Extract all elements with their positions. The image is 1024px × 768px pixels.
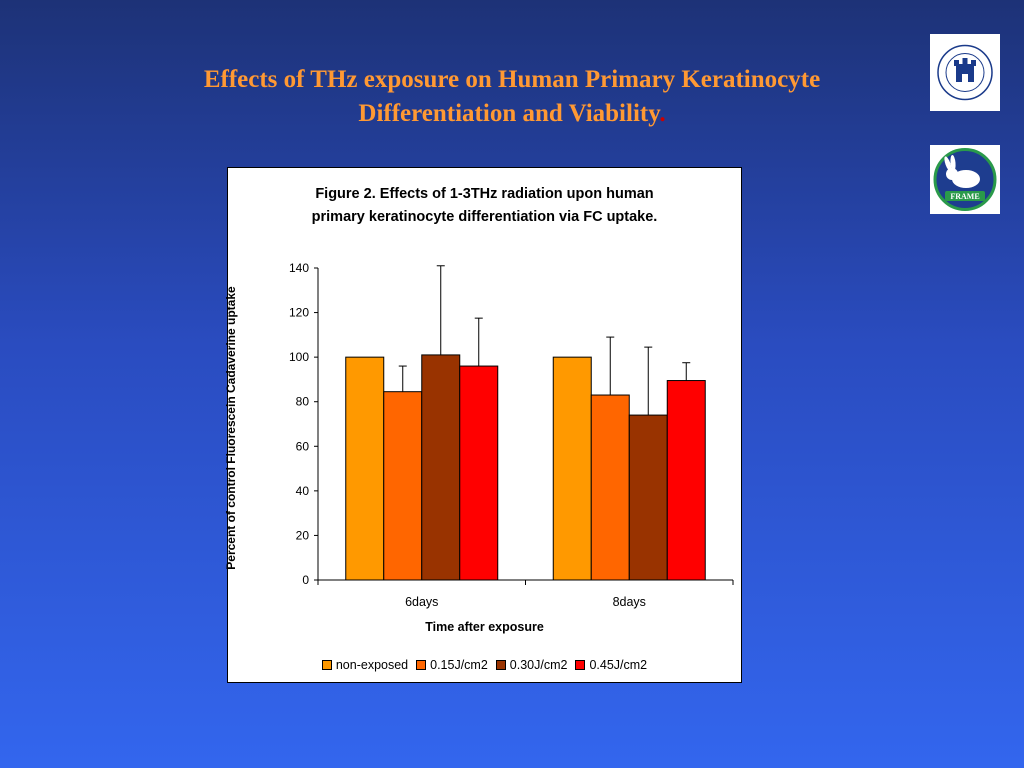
legend-item: 0.45J/cm2 xyxy=(575,658,647,672)
legend-item: non-exposed xyxy=(321,658,409,672)
slide-title-line2-text: Differentiation and Viability xyxy=(358,100,660,127)
legend-item: 0.15J/cm2 xyxy=(416,658,488,672)
legend-swatch xyxy=(495,660,506,670)
legend-label: non-exposed xyxy=(335,658,409,672)
bar-chart: 0 20 40 60 80 100 120 140 6days 8days xyxy=(289,261,734,609)
bar xyxy=(345,356,385,581)
legend-label: 0.30J/cm2 xyxy=(509,658,568,672)
y-tick-label: 60 xyxy=(296,439,310,453)
bar xyxy=(421,354,461,581)
x-axis-label: Time after exposure xyxy=(425,620,544,634)
chart-panel: Figure 2. Effects of 1-3THz radiation up… xyxy=(224,167,742,683)
chart-legend: non-exposed 0.15J/cm2 0.30J/cm2 0.45J/cm2 xyxy=(228,658,741,672)
x-category-label: 8days xyxy=(613,595,646,609)
bar xyxy=(590,394,630,581)
y-tick-label: 20 xyxy=(296,528,310,542)
bar xyxy=(459,365,499,581)
legend-swatch xyxy=(575,660,586,670)
bar xyxy=(383,391,423,581)
frame-logo-text: FRAME xyxy=(950,192,979,201)
y-tick-label: 120 xyxy=(289,306,309,320)
legend-label: 0.45J/cm2 xyxy=(589,658,648,672)
rabbit-logo-icon: FRAME xyxy=(933,148,997,211)
bar xyxy=(666,380,706,581)
chart-title: Figure 2. Effects of 1-3THz radiation up… xyxy=(228,183,741,229)
y-tick-label: 80 xyxy=(296,395,310,409)
y-tick-label: 0 xyxy=(302,573,309,587)
bar xyxy=(628,414,668,581)
legend-swatch xyxy=(321,660,332,670)
university-seal-icon xyxy=(937,44,993,101)
slide-title: Effects of THz exposure on Human Primary… xyxy=(112,63,912,131)
frame-logo: FRAME xyxy=(930,145,1000,214)
y-tick-label: 40 xyxy=(296,484,310,498)
slide-title-line1: Effects of THz exposure on Human Primary… xyxy=(203,66,821,93)
bar xyxy=(552,356,592,581)
legend-label: 0.15J/cm2 xyxy=(430,658,488,672)
legend-swatch xyxy=(416,660,427,670)
legend-item: 0.30J/cm2 xyxy=(495,658,568,672)
y-tick-label: 140 xyxy=(289,261,309,275)
y-tick-label: 100 xyxy=(289,350,309,364)
university-logo xyxy=(930,34,1000,111)
slide-title-dot: . xyxy=(659,100,666,127)
chart-title-line1: Figure 2. Effects of 1-3THz radiation up… xyxy=(315,186,654,202)
slide-title-line2: Differentiation and Viability. xyxy=(112,97,912,131)
x-category-label: 6days xyxy=(405,595,438,609)
y-axis-label: Percent of control Fluorescein Cadaverin… xyxy=(224,286,238,570)
chart-title-line2: primary keratinocyte differentiation via… xyxy=(311,209,658,225)
